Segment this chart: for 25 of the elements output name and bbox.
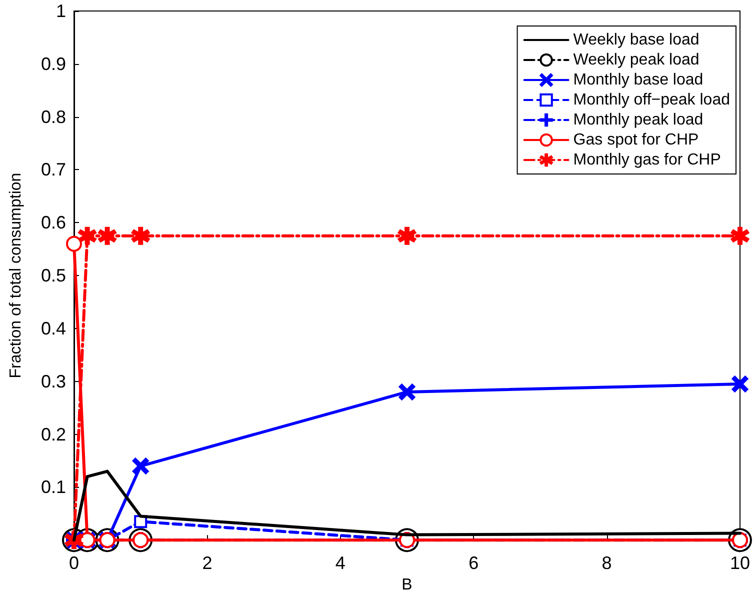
legend-label: Monthly off−peak load: [573, 92, 730, 108]
x-axis-title: B: [402, 576, 412, 594]
legend-label: Weekly base load: [573, 32, 700, 48]
legend-label: Monthly base load: [573, 72, 704, 88]
legend-label: Monthly gas for CHP: [573, 152, 721, 168]
y-tick-label: 0.9: [40, 54, 66, 74]
y-tick-label: 0.3: [40, 371, 66, 392]
y-tick-label: 0.6: [40, 212, 66, 233]
y-tick-label: 1: [56, 1, 66, 21]
legend-label: Monthly peak load: [573, 112, 704, 128]
y-axis-title: Fraction of total consumption: [8, 172, 24, 378]
y-tick-label: 0.2: [40, 424, 66, 444]
x-tick-label: 0: [68, 553, 80, 574]
legend-label: Weekly peak load: [573, 52, 700, 68]
y-tick-label: 0.4: [40, 318, 66, 338]
y-tick-label: 0.7: [40, 160, 66, 180]
y-tick-label: 0.8: [40, 106, 66, 127]
x-tick-label: 8: [602, 553, 612, 574]
x-tick-label: 2: [202, 553, 212, 574]
x-tick-label: 10: [730, 553, 750, 574]
y-tick-label: 0.5: [40, 266, 66, 286]
x-tick-label: 6: [468, 553, 479, 574]
legend-label: Gas spot for CHP: [573, 132, 699, 148]
y-tick-label: 0.1: [40, 477, 66, 498]
x-tick-label: 4: [335, 553, 346, 574]
